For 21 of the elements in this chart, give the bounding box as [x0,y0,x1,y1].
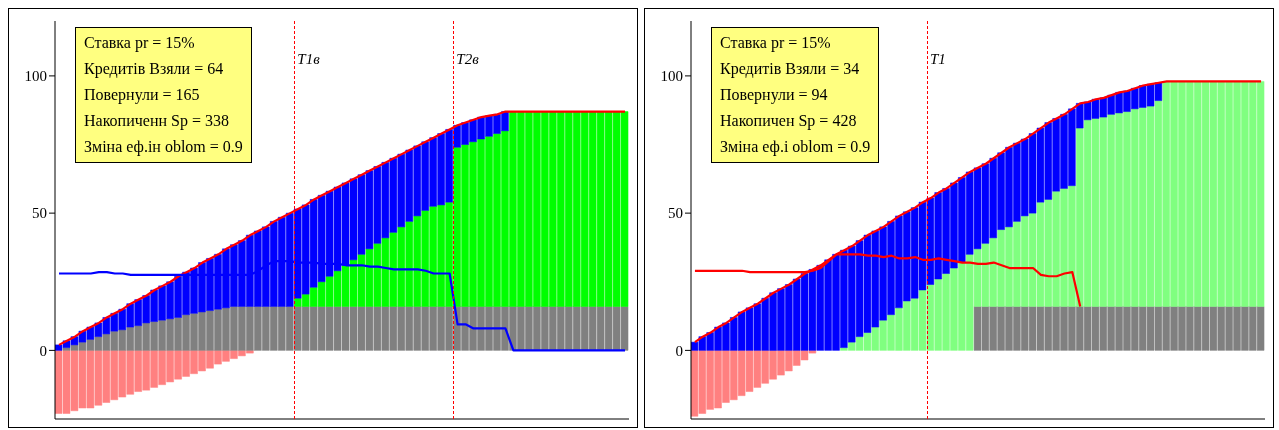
y-tick-label: 50 [32,205,47,222]
annotation: Зміна еф.ін oblom = 0.9 [84,137,243,158]
line-series [57,110,627,346]
annotation: Зміна еф.і oblom = 0.9 [720,137,871,158]
annotation: T2в [456,51,479,68]
annotation: T1в [297,51,320,68]
y-tick-label: 50 [668,205,683,222]
annotation: Накопиченн Sp = 338 [84,111,230,132]
y-tick-label: 100 [24,68,47,85]
y-tick-label: 100 [660,68,683,85]
annotation: T1 [929,51,946,68]
annotation: Кредитів Взяли = 34 [720,59,861,80]
annotation: Ставка pr = 15% [720,33,832,54]
y-tick-label: 0 [675,342,683,359]
y-tick-label: 0 [39,342,47,359]
annotation: Накопичен Sp = 428 [720,111,858,132]
annotation: Ставка pr = 15% [84,33,196,54]
annotation: Кредитів Взяли = 64 [84,59,225,80]
line-series [693,80,1263,344]
annotation: Повернули = 94 [720,85,829,106]
annotation: Повернули = 165 [84,85,201,106]
